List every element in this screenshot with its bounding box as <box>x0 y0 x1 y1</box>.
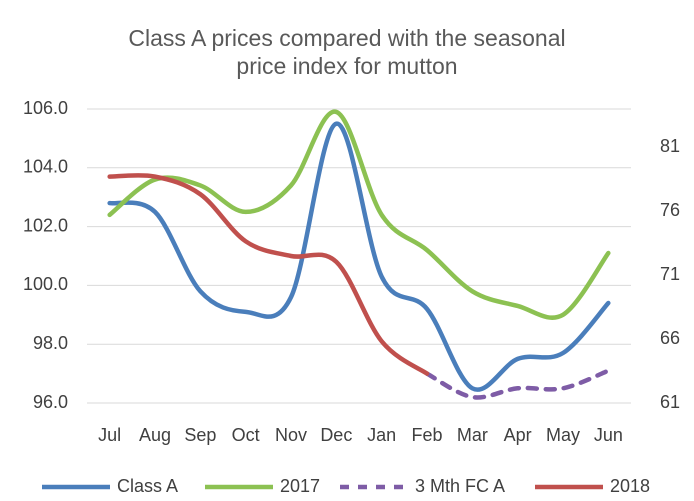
x-tick-label: Jun <box>594 425 623 445</box>
legend-label: 3 Mth FC A <box>415 476 505 496</box>
y-tick-label: 100.0 <box>23 274 68 294</box>
series-line <box>107 121 611 392</box>
series-line <box>107 173 430 376</box>
x-tick-label: Sep <box>184 425 216 445</box>
x-tick-label: Aug <box>139 425 171 445</box>
chart-title: Class A prices compared with the seasona… <box>128 25 565 51</box>
y-tick-label: 104.0 <box>23 157 68 177</box>
x-tick-label: Mar <box>457 425 488 445</box>
legend-label: Class A <box>117 476 178 496</box>
legend-label: 2018 <box>610 476 650 496</box>
y-tick-label: 96.0 <box>33 392 68 412</box>
y2-tick-label: 66 <box>660 328 680 348</box>
x-tick-label: Oct <box>232 425 260 445</box>
y-tick-label: 102.0 <box>23 215 68 235</box>
x-tick-label: May <box>546 425 580 445</box>
y2-tick-label: 76 <box>660 200 680 220</box>
series-line <box>107 109 611 320</box>
x-tick-label: Apr <box>504 425 532 445</box>
x-tick-label: Dec <box>320 425 352 445</box>
legend-label: 2017 <box>280 476 320 496</box>
x-tick-label: Jan <box>367 425 396 445</box>
chart-title: price index for mutton <box>236 53 457 79</box>
y2-tick-label: 61 <box>660 392 680 412</box>
series-line <box>424 368 611 400</box>
y2-tick-label: 71 <box>660 264 680 284</box>
y2-tick-label: 81 <box>660 136 680 156</box>
x-tick-label: Nov <box>275 425 307 445</box>
x-tick-label: Jul <box>98 425 121 445</box>
y-tick-label: 98.0 <box>33 333 68 353</box>
x-tick-label: Feb <box>411 425 442 445</box>
y-tick-label: 106.0 <box>23 98 68 118</box>
